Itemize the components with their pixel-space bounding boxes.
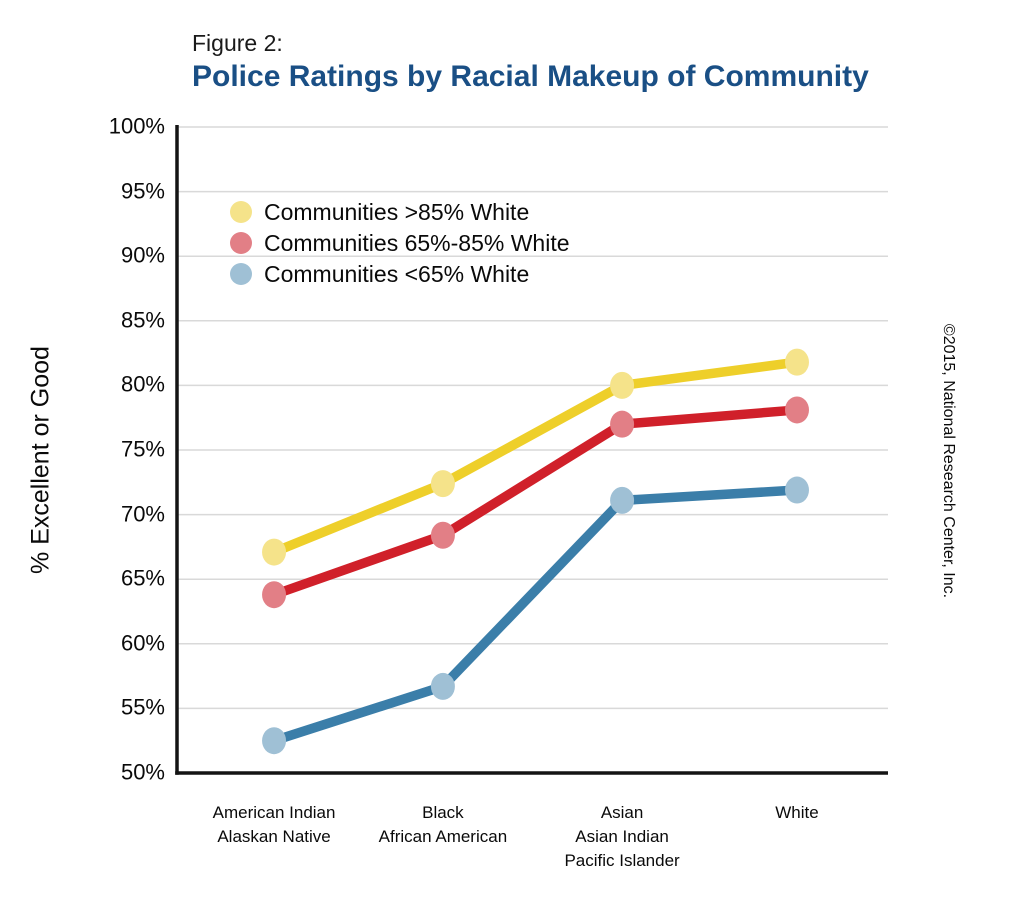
data-point bbox=[430, 521, 455, 549]
legend-item-65-85-white: Communities 65%-85% White bbox=[230, 230, 570, 256]
data-point bbox=[610, 486, 635, 514]
legend-label: Communities 65%-85% White bbox=[264, 229, 570, 256]
figure-label: Figure 2: bbox=[192, 30, 283, 56]
y-tick-label: 100% bbox=[108, 113, 165, 139]
y-tick-label: 55% bbox=[120, 694, 165, 720]
legend: Communities >85% White Communities 65%-8… bbox=[230, 199, 570, 287]
legend-label: Communities <65% White bbox=[264, 260, 530, 287]
legend-item-gt85-white: Communities >85% White bbox=[230, 199, 570, 225]
x-category-label: Black African American bbox=[378, 803, 508, 846]
data-point bbox=[784, 476, 809, 504]
x-category-label: American Indian Alaskan Native bbox=[212, 803, 336, 846]
data-point bbox=[262, 581, 287, 609]
y-tick-label: 85% bbox=[120, 307, 165, 333]
data-point bbox=[262, 538, 287, 566]
legend-item-lt65-white: Communities <65% White bbox=[230, 261, 570, 287]
legend-marker-icon bbox=[230, 232, 252, 254]
y-tick-label: 50% bbox=[120, 759, 165, 785]
y-tick-label: 60% bbox=[120, 630, 165, 656]
y-tick-label: 65% bbox=[120, 565, 165, 591]
legend-label: Communities >85% White bbox=[264, 198, 530, 225]
series-line-2 bbox=[272, 485, 798, 746]
legend-marker-icon bbox=[230, 201, 252, 223]
data-point bbox=[430, 470, 455, 498]
page-title: Police Ratings by Racial Makeup of Commu… bbox=[192, 60, 869, 93]
legend-marker-icon bbox=[230, 263, 252, 285]
y-tick-label: 80% bbox=[120, 371, 165, 397]
data-point bbox=[784, 396, 809, 424]
x-category-label: Asian Asian Indian Pacific Islander bbox=[564, 803, 680, 870]
series-line-0 bbox=[272, 357, 798, 557]
data-point bbox=[430, 672, 455, 700]
data-point bbox=[784, 348, 809, 376]
y-tick-label: 90% bbox=[120, 242, 165, 268]
y-tick-label: 95% bbox=[120, 178, 165, 204]
series-line-1 bbox=[272, 405, 798, 600]
y-tick-label: 70% bbox=[120, 501, 165, 527]
data-point bbox=[610, 410, 635, 438]
x-category-label: White bbox=[775, 803, 819, 822]
y-tick-label: 75% bbox=[120, 436, 165, 462]
data-point bbox=[262, 727, 287, 755]
data-point bbox=[610, 371, 635, 399]
